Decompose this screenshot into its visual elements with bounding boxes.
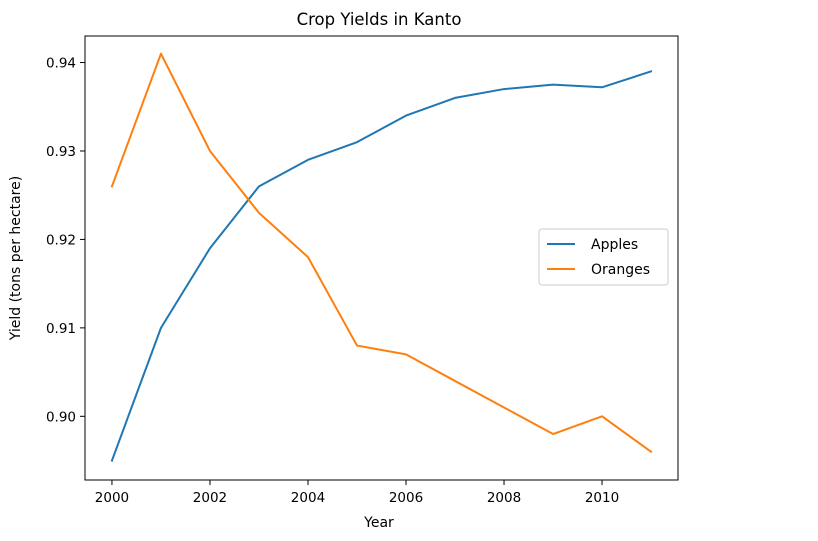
series-line-oranges	[110, 52, 653, 454]
plot-area: 2000 2002 2004 2006 2008 2010 0.90 0.91 0.92 0.93…	[46, 35, 679, 506]
axes-frame	[84, 35, 679, 481]
x-tick-label: 2004	[291, 490, 325, 506]
series-line-apples	[110, 70, 653, 462]
x-axis-label: Year	[363, 515, 394, 531]
y-tick-label: 0.94	[46, 56, 76, 72]
x-tick-label: 2000	[95, 490, 129, 506]
y-axis-label: Yield (tons per hectare)	[8, 176, 24, 341]
x-tick-label: 2008	[487, 490, 521, 506]
x-tick-label: 2006	[389, 490, 423, 506]
y-tick-label: 0.92	[46, 232, 76, 248]
y-tick-label: 0.90	[46, 409, 76, 425]
chart-title: Crop Yields in Kanto	[297, 10, 462, 29]
x-tick-label: 2002	[193, 490, 227, 506]
x-tick-label: 2010	[585, 490, 619, 506]
legend-label-oranges: Oranges	[591, 262, 650, 278]
y-tick-label: 0.91	[46, 321, 76, 337]
legend: Apples Oranges	[538, 228, 669, 286]
legend-label-apples: Apples	[591, 237, 638, 253]
y-tick-label: 0.93	[46, 144, 76, 160]
